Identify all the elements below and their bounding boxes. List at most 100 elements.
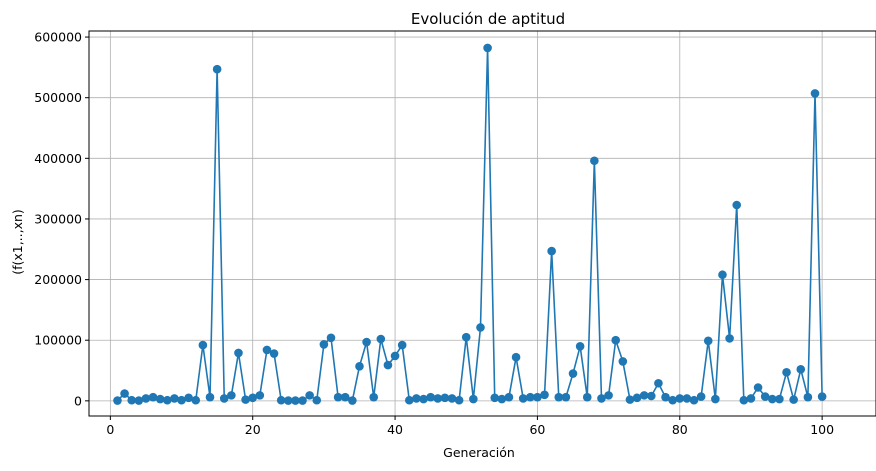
data-point	[333, 392, 343, 402]
data-point	[362, 337, 371, 347]
data-point	[661, 392, 670, 402]
data-point	[611, 335, 621, 345]
data-point	[597, 394, 606, 403]
data-point	[326, 333, 336, 343]
y-tick-label: 200000	[34, 272, 82, 287]
data-point	[305, 391, 314, 400]
data-point	[789, 395, 798, 404]
grid-lines	[89, 31, 876, 416]
data-point	[675, 394, 685, 403]
data-point	[198, 340, 208, 350]
axis-ticks: 0 20 40 60 80 100 0 100000 200000 300000 400000 500…	[34, 30, 834, 437]
data-point	[134, 396, 144, 405]
data-point	[590, 156, 599, 166]
data-point	[369, 392, 379, 402]
data-point	[355, 361, 364, 371]
data-point	[725, 334, 734, 343]
x-tick-label: 80	[672, 422, 688, 437]
data-point	[625, 395, 635, 404]
data-point	[312, 395, 322, 405]
data-point	[348, 396, 357, 405]
data-point	[262, 345, 272, 355]
data-point	[817, 392, 827, 401]
data-point	[148, 392, 158, 402]
data-point	[632, 393, 642, 403]
data-point	[276, 395, 286, 405]
data-point	[554, 392, 564, 402]
data-point	[768, 394, 777, 404]
data-point	[760, 392, 770, 401]
series-line	[116, 47, 823, 402]
data-point	[120, 389, 129, 398]
data-point	[269, 349, 279, 358]
data-point	[170, 394, 179, 403]
data-point	[184, 393, 193, 403]
data-point	[654, 378, 663, 388]
data-point	[113, 396, 122, 405]
data-point	[127, 395, 137, 405]
data-point	[696, 392, 706, 401]
data-point	[412, 394, 421, 403]
data-point	[255, 391, 265, 400]
data-point	[447, 394, 457, 403]
data-point	[582, 392, 592, 402]
x-tick-label: 0	[106, 422, 114, 437]
data-point	[504, 392, 514, 402]
data-point	[604, 391, 613, 400]
data-point	[212, 64, 222, 74]
data-point	[775, 394, 784, 404]
data-point	[803, 392, 813, 402]
data-point	[668, 395, 677, 405]
plot-area-frame	[88, 30, 876, 417]
data-point	[753, 383, 763, 392]
y-tick-label: 0	[74, 393, 82, 408]
data-point	[283, 396, 293, 405]
data-point	[511, 352, 521, 362]
data-point	[476, 323, 485, 332]
data-point	[404, 395, 414, 405]
y-tick-label: 100000	[34, 333, 82, 348]
data-point	[397, 340, 407, 350]
data-point	[497, 394, 507, 404]
x-tick-label: 20	[245, 422, 261, 437]
y-axis-label: (f(x1,..,xn)	[10, 209, 25, 275]
data-point	[711, 394, 720, 404]
data-point	[575, 341, 585, 351]
data-point	[298, 396, 307, 405]
x-tick-label: 40	[387, 422, 403, 437]
data-point	[426, 392, 435, 402]
data-point	[419, 394, 428, 404]
data-point	[205, 392, 215, 402]
y-tick-label: 500000	[34, 90, 82, 105]
data-point	[526, 392, 535, 402]
data-point	[219, 394, 229, 403]
data-point	[234, 348, 243, 358]
data-point	[518, 394, 528, 403]
data-point	[739, 395, 749, 405]
y-tick-label: 400000	[34, 151, 82, 166]
data-point	[319, 340, 329, 349]
data-point	[561, 392, 571, 402]
data-point	[248, 393, 258, 403]
data-point	[390, 351, 400, 361]
data-point	[618, 357, 628, 366]
data-point	[141, 394, 151, 403]
y-tick-label: 600000	[34, 30, 82, 45]
data-point	[647, 391, 656, 401]
data-point	[810, 89, 820, 98]
x-axis-label: Generación	[443, 445, 515, 460]
chart-title: Evolución de aptitud	[411, 10, 565, 28]
data-point	[440, 393, 450, 403]
data-point	[177, 395, 186, 405]
x-tick-label: 100	[810, 422, 834, 437]
data-point	[689, 395, 699, 405]
data-point	[461, 332, 471, 342]
data-point	[454, 395, 464, 405]
data-point	[732, 200, 742, 210]
data-point	[162, 395, 172, 405]
data-point	[718, 270, 727, 280]
x-tick-label: 60	[529, 422, 545, 437]
data-point	[540, 390, 549, 400]
y-tick-label: 300000	[34, 211, 82, 226]
